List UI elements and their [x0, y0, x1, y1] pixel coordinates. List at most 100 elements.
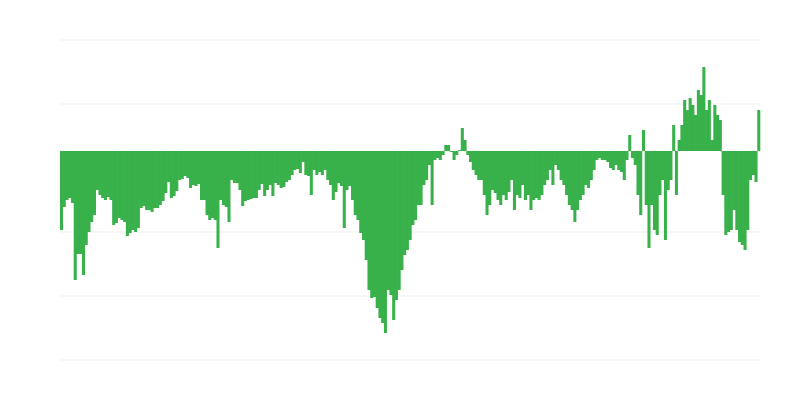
bar [216, 151, 220, 248]
bar [268, 151, 272, 185]
bar [587, 151, 591, 188]
bar [644, 151, 648, 205]
bar [696, 90, 700, 151]
bar [545, 151, 549, 180]
bar [518, 151, 522, 198]
bar [757, 110, 761, 151]
bar [243, 151, 247, 201]
bar [359, 151, 363, 233]
bar [482, 151, 486, 195]
bar [469, 151, 473, 162]
bar [92, 151, 96, 215]
bar [721, 151, 725, 195]
bar [614, 151, 618, 165]
bar [655, 151, 659, 235]
bar [507, 151, 511, 192]
bar [309, 151, 313, 195]
bar [345, 151, 349, 190]
bar [274, 151, 278, 183]
bar [732, 151, 736, 210]
bar [691, 105, 695, 151]
bar [230, 151, 234, 180]
bar [743, 151, 747, 250]
bar [422, 151, 426, 185]
bar [749, 151, 753, 180]
bar [224, 151, 228, 207]
bar [510, 151, 514, 180]
bar [221, 151, 226, 205]
bar [425, 151, 429, 180]
bar [150, 151, 154, 212]
bar [716, 115, 720, 151]
bar [298, 151, 302, 173]
bar [112, 151, 116, 225]
bar [576, 151, 580, 210]
bar [683, 100, 687, 151]
bar [460, 128, 464, 151]
bar [246, 151, 250, 200]
bar [430, 151, 434, 205]
bar [438, 151, 442, 160]
bar [414, 151, 418, 220]
bar [293, 151, 297, 170]
bar [663, 151, 667, 240]
bar [394, 151, 398, 300]
bar [493, 151, 497, 193]
bar [254, 151, 258, 198]
bar [699, 95, 703, 151]
bar [548, 151, 552, 170]
bar [70, 151, 75, 203]
bar [606, 151, 610, 162]
bar [279, 151, 283, 188]
bar [609, 151, 613, 168]
bars [60, 67, 761, 333]
bar [652, 151, 656, 230]
bar [252, 151, 256, 198]
bar [290, 151, 294, 175]
bar [263, 151, 267, 196]
bar [84, 151, 88, 245]
bar [282, 151, 286, 187]
bar [751, 151, 755, 175]
bar [405, 151, 409, 250]
bar [164, 151, 168, 193]
bar [353, 151, 357, 215]
bar [249, 151, 253, 199]
bar [499, 151, 503, 205]
bar [754, 151, 758, 182]
bar [76, 151, 80, 254]
bar [329, 151, 333, 185]
bar [397, 151, 401, 290]
bar [559, 151, 563, 180]
bar [705, 110, 709, 151]
bar [622, 151, 626, 180]
bar [551, 151, 555, 185]
bar [205, 151, 209, 215]
bar [455, 151, 459, 155]
bar [139, 151, 143, 208]
bar [287, 151, 291, 180]
bar [307, 151, 311, 176]
bar [219, 151, 223, 200]
bar [488, 151, 492, 205]
bar [680, 125, 684, 151]
bar [73, 151, 77, 280]
bar [504, 151, 508, 200]
bar [485, 151, 489, 215]
bar [320, 151, 324, 175]
bar [526, 151, 530, 195]
bar [636, 151, 640, 195]
bar [156, 151, 160, 208]
bar [463, 140, 467, 151]
bar [191, 151, 195, 185]
bar [600, 151, 604, 160]
bar [79, 151, 83, 254]
bar [142, 151, 146, 206]
bar [589, 151, 593, 180]
bar [685, 110, 689, 151]
bar [200, 151, 204, 200]
bar [474, 151, 478, 175]
bar [348, 151, 352, 186]
bar [87, 151, 91, 232]
bar [153, 151, 157, 208]
